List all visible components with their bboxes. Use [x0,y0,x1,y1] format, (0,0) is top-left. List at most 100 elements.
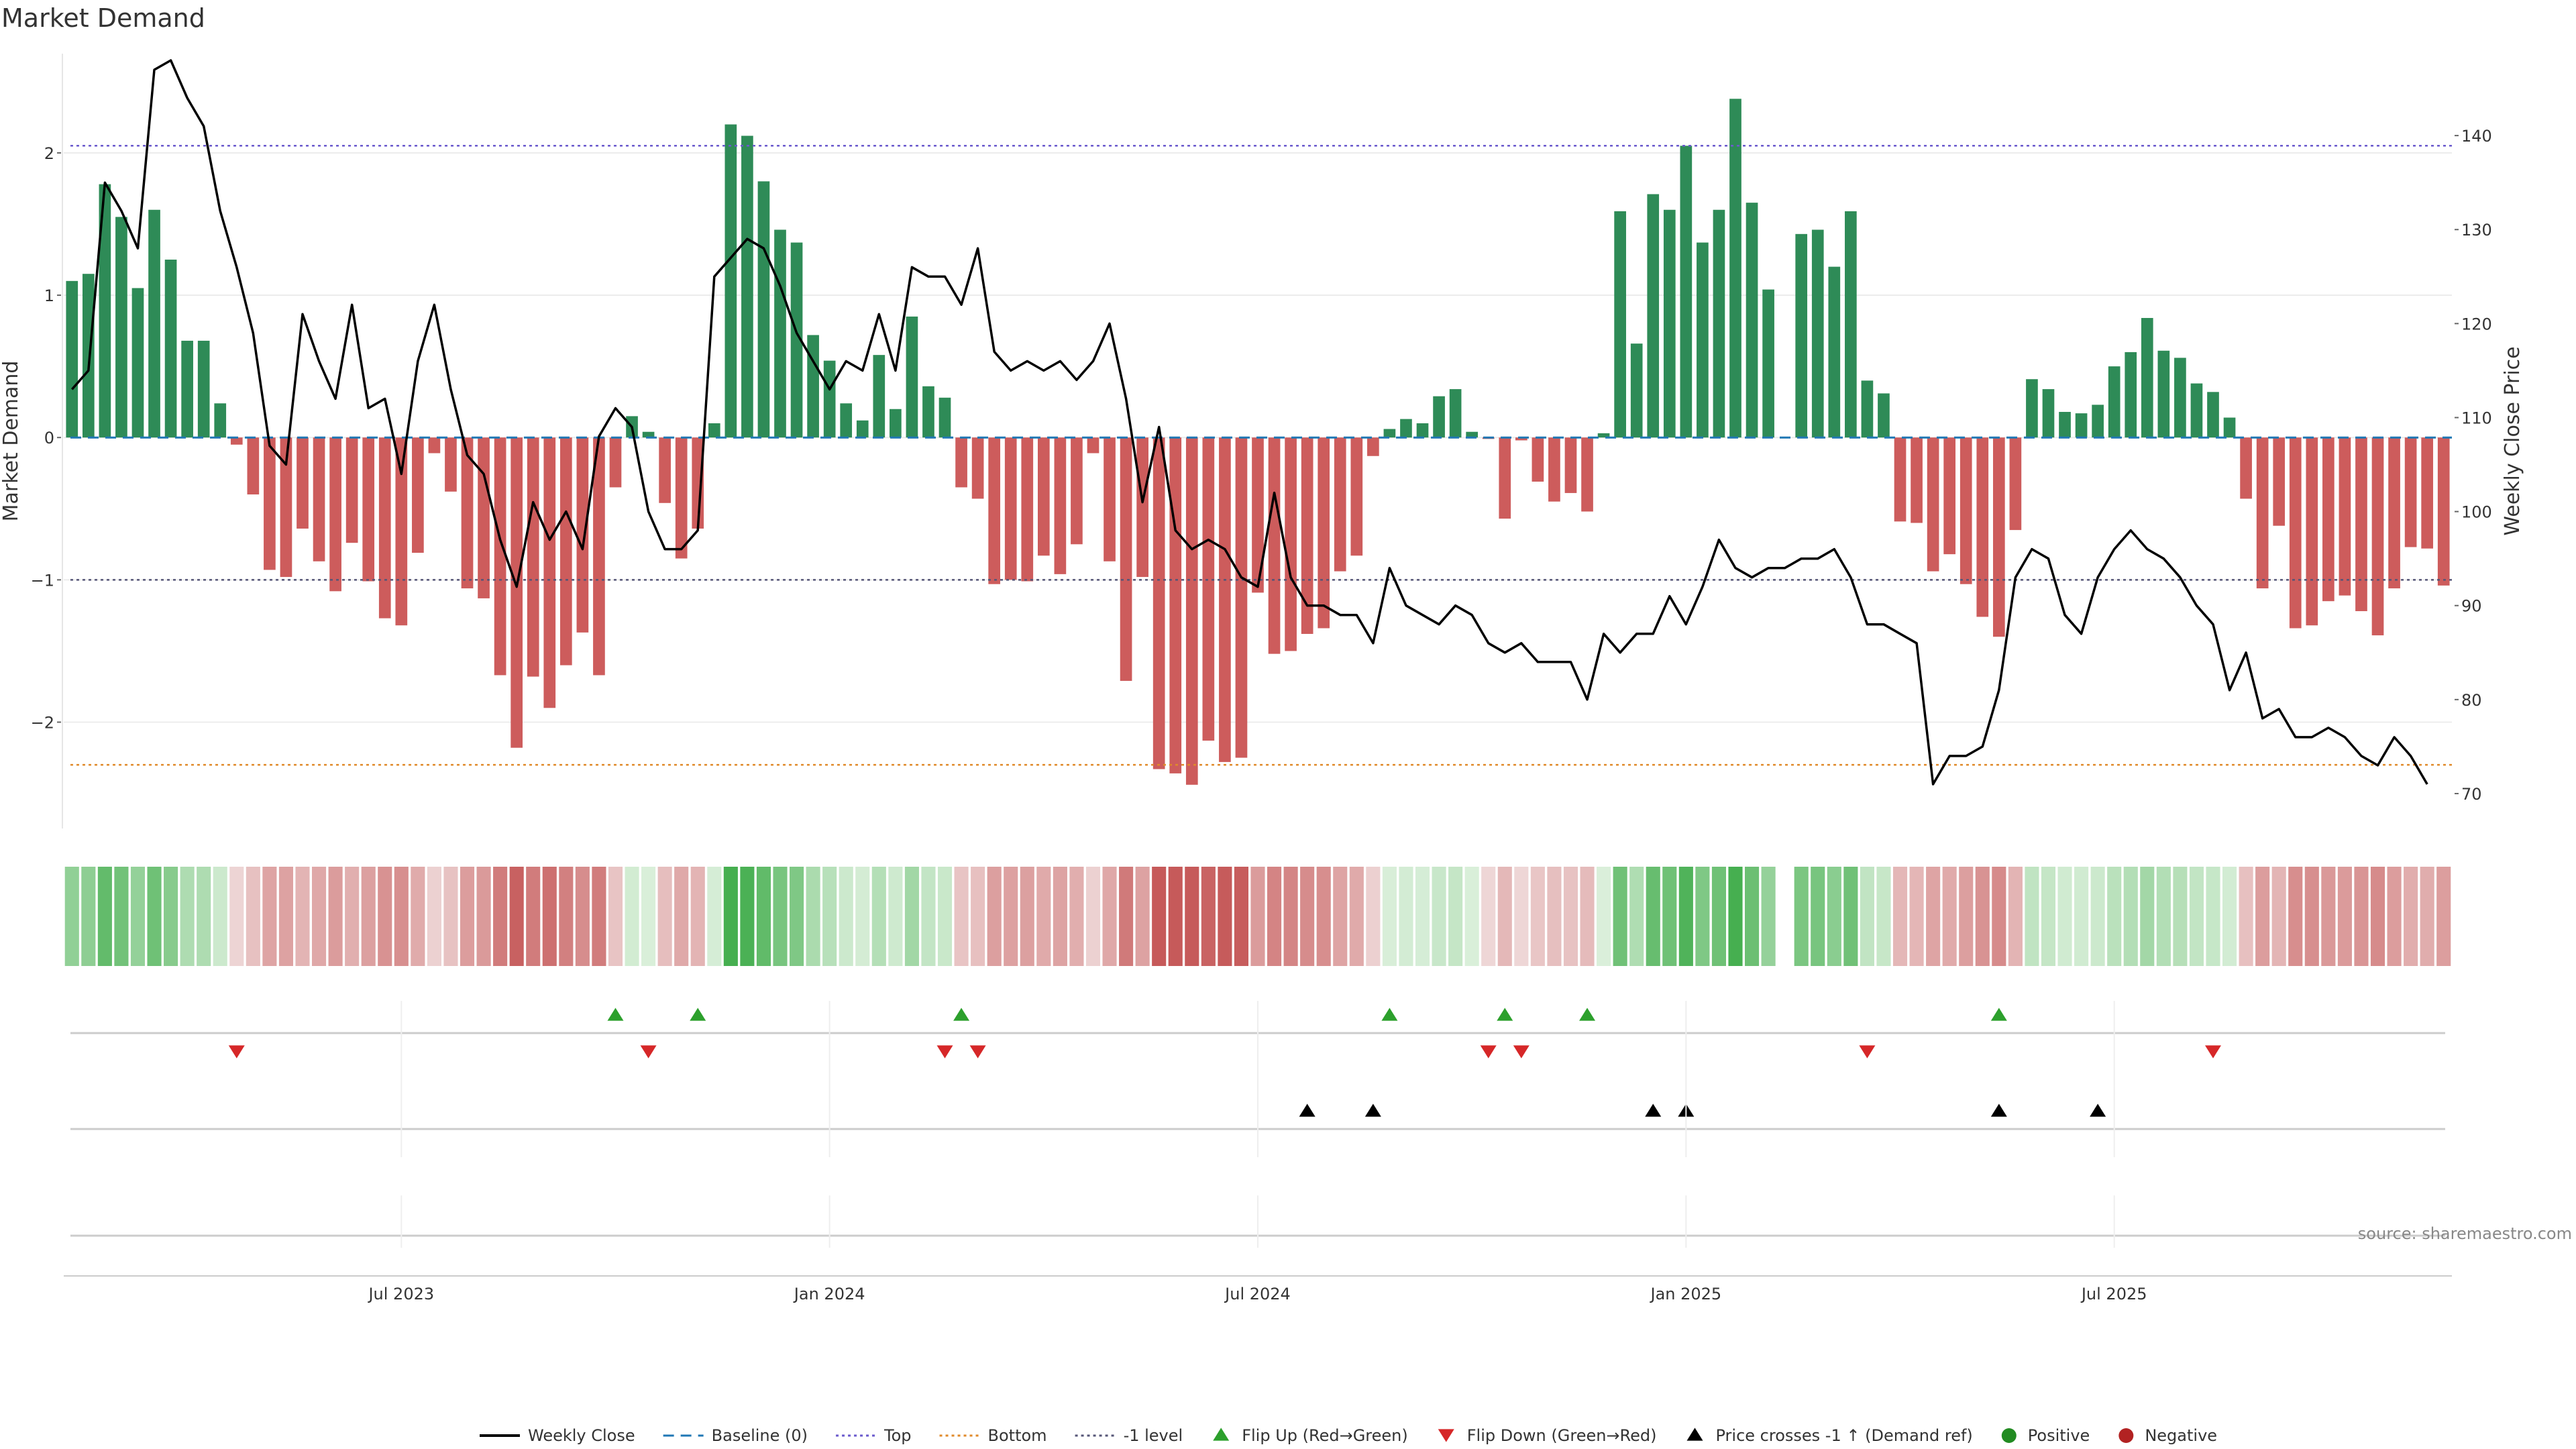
heat-cell [1152,867,1167,966]
y-tick-label: 0 [44,429,54,447]
heat-cell [2140,867,2155,966]
flip-down-marker [640,1045,657,1059]
heat-cell [2206,867,2220,966]
price-cross-marker [1299,1104,1316,1117]
heat-cell [1300,867,1315,966]
demand-bar [2009,437,2022,531]
demand-bar [692,437,704,529]
heat-cell [1481,867,1496,966]
demand-bar [938,397,951,438]
demand-bar [494,437,506,676]
demand-bar [1861,380,1874,438]
axes: 2 1 0 −1 −2 140 130 120 110 100 90 80 70 Market Deman… [0,54,2524,828]
demand-bar [1911,437,1923,523]
flip-down-marker [969,1045,986,1059]
demand-bar [1466,431,1479,438]
heat-cell [1250,867,1265,966]
heat-cell [1185,867,1199,966]
y-tick-label: −1 [31,571,54,590]
demand-bar [890,409,902,438]
heat-cell [229,867,244,966]
demand-bar [362,437,375,582]
demand-bar [1894,437,1907,522]
demand-bar [2306,437,2318,626]
heat-cell [2288,867,2303,966]
heat-cell [1695,867,1710,966]
heat-cell [197,867,211,966]
heat-cell [1909,867,1924,966]
heat-cell [1728,867,1743,966]
heat-cell [1316,867,1331,966]
demand-bar [264,437,276,570]
legend-legend-negative-swatch [2118,1428,2134,1443]
demand-bar [2339,437,2351,596]
heat-cell [493,867,508,966]
demand-bar [345,437,358,543]
demand-bar [873,355,885,438]
demand-bar [1878,393,1890,438]
demand-bar [2240,437,2252,499]
heat-cell [1514,867,1529,966]
y2-tick-label: 120 [2461,315,2492,333]
demand-bar [2092,405,2104,438]
heat-cell [526,867,541,966]
weekly-close-series [70,59,2428,786]
price-cross-marker [1364,1104,1381,1117]
demand-bar [230,437,243,445]
heat-cell [1399,867,1413,966]
price-cross-marker [1990,1104,2007,1117]
heat-cell [147,867,162,966]
heat-cell [1119,867,1134,966]
demand-bar [1663,209,1676,438]
demand-bar [478,437,490,598]
legend-baseline-label: Baseline (0) [712,1426,808,1445]
heat-cell [2107,867,2122,966]
flip-down-marker [2205,1045,2221,1059]
heat-cell [1004,867,1018,966]
demand-bar [1960,437,1972,584]
demand-bar [559,437,572,665]
legend-legend-positive-swatch [2001,1428,2017,1443]
heat-cell [361,867,376,966]
demand-bar [1021,437,1034,582]
heat-cell [822,867,837,966]
demand-bar [1746,203,1758,438]
demand-bar [1943,437,1956,555]
demand-bar [1630,343,1643,438]
demand-bar [1697,242,1709,438]
demand-bar [1219,437,1231,762]
heat-cell [1036,867,1051,966]
heat-cell [2387,867,2402,966]
demand-bar [1120,437,1132,681]
y2-tick-label: 70 [2461,785,2482,804]
heat-cell [1926,867,1941,966]
heat-cell [1827,867,1841,966]
demand-bar [1350,437,1363,556]
demand-bar [840,403,853,438]
heat-cell [1547,867,1562,966]
heat-cell [575,867,590,966]
heat-cell [1992,867,2006,966]
heat-cell [756,867,771,966]
heat-cell [871,867,886,966]
demand-bar [1713,209,1725,438]
heat-cell [2255,867,2270,966]
heat-cell [1085,867,1101,966]
flip-down-marker [1480,1045,1497,1059]
demand-bar [1400,419,1412,438]
heat-cell [278,867,294,966]
demand-bar [1004,437,1017,580]
demand-bar [823,360,836,438]
demand-bar [2273,437,2286,526]
heat-cell [773,867,788,966]
demand-bar [1647,194,1660,438]
demand-bar [659,437,671,503]
y-tick-label: −2 [31,713,54,732]
demand-bar [511,437,523,748]
heat-cell [97,867,112,966]
heat-cell [1892,867,1908,966]
heat-cell [1629,867,1644,966]
heat-cell [1283,867,1298,966]
flip-down-marker [228,1045,245,1059]
demand-bar [2437,437,2450,586]
